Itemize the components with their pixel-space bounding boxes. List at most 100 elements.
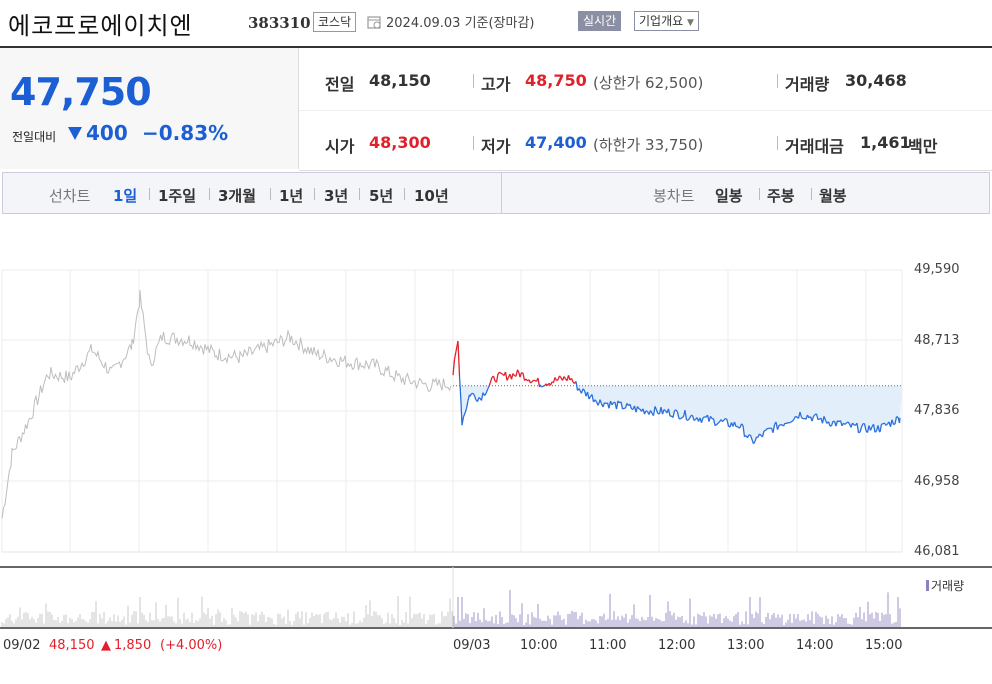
tab-3month[interactable]: 3개월 xyxy=(218,187,257,205)
low-value: 47,400 xyxy=(525,133,587,152)
y-tick: 46,958 xyxy=(914,474,960,489)
separator xyxy=(777,136,778,150)
today-price-segment xyxy=(752,441,756,445)
amount-unit: 백만 xyxy=(908,137,938,156)
separator xyxy=(473,136,474,150)
today-price-segment xyxy=(681,416,684,419)
today-price-segment xyxy=(885,423,888,426)
x-tick: 15:00 xyxy=(865,638,903,653)
stock-code: 383310 xyxy=(248,14,311,32)
today-price-segment xyxy=(844,422,847,425)
diff-percent: −0.83% xyxy=(142,121,229,145)
x-tick: 09/02 xyxy=(3,638,41,653)
y-tick: 46,081 xyxy=(914,544,960,559)
company-overview-label: 기업개요 xyxy=(639,14,684,28)
today-price-segment xyxy=(687,418,690,421)
today-price-segment xyxy=(879,424,883,433)
today-price-segment xyxy=(522,372,526,381)
today-price-segment xyxy=(894,416,898,425)
today-price-segment xyxy=(500,372,503,375)
today-price-segment xyxy=(748,434,751,436)
today-price-segment xyxy=(793,416,797,420)
today-price-segment xyxy=(776,425,780,430)
today-price-segment xyxy=(811,416,815,422)
today-price-segment xyxy=(531,379,534,383)
tab-1week[interactable]: 1주일 xyxy=(158,187,197,205)
tab-weekly-candle[interactable]: 주봉 xyxy=(767,187,795,205)
volume-value: 30,468 xyxy=(845,71,907,90)
today-price-segment xyxy=(452,359,456,376)
diff-label: 전일대비 xyxy=(12,130,57,144)
today-price-segment xyxy=(567,375,571,381)
lower-limit: (하한가 33,750) xyxy=(593,136,704,154)
tab-daily-candle[interactable]: 일봉 xyxy=(715,187,743,205)
today-price-segment xyxy=(558,375,562,379)
prev-day-pct: (+4.00%) xyxy=(160,638,223,653)
amount-value: 1,461 xyxy=(860,133,911,152)
today-price-segment xyxy=(872,424,876,433)
today-price-segment xyxy=(539,384,543,388)
today-price-segment xyxy=(541,385,544,388)
x-tick: 11:00 xyxy=(589,638,627,653)
today-price-segment xyxy=(588,396,592,400)
tab-10year[interactable]: 10년 xyxy=(414,187,449,205)
x-tick: 09/03 xyxy=(453,638,491,653)
today-price-segment xyxy=(823,416,827,421)
today-price-segment xyxy=(675,409,679,413)
candle-chart-label: 봉차트 xyxy=(653,187,695,205)
separator xyxy=(759,188,760,200)
today-price-segment xyxy=(684,410,688,421)
tab-1year[interactable]: 1년 xyxy=(279,187,304,205)
today-price-segment xyxy=(629,404,633,410)
today-price-segment xyxy=(472,393,476,397)
today-price-segment xyxy=(759,433,762,436)
tab-3year[interactable]: 3년 xyxy=(324,187,349,205)
today-price-segment xyxy=(465,400,469,409)
today-price-segment xyxy=(485,389,489,394)
today-price-segment xyxy=(488,381,492,387)
today-price-segment xyxy=(877,425,881,432)
today-price-segment xyxy=(667,408,671,417)
today-price-segment xyxy=(741,423,744,427)
today-price-segment xyxy=(623,407,626,410)
today-price-segment xyxy=(504,371,508,381)
today-price-segment xyxy=(620,401,624,410)
today-price-segment xyxy=(749,435,753,440)
today-price-segment xyxy=(645,410,648,413)
today-price-segment xyxy=(893,423,896,426)
tab-5year[interactable]: 5년 xyxy=(369,187,394,205)
company-overview-button[interactable]: 기업개요 ▼ xyxy=(634,11,699,31)
price-stats: 전일 48,150 고가 48,750 (상한가 62,500) 거래량 30,… xyxy=(299,48,992,171)
volume-legend-swatch xyxy=(926,580,929,591)
today-price-segment xyxy=(649,410,653,414)
today-price-segment xyxy=(510,373,514,380)
today-price-segment xyxy=(499,371,502,374)
today-price-segment xyxy=(726,419,730,427)
realtime-button[interactable]: 실시간 xyxy=(578,11,622,31)
stock-name: 에코프로에이치엔 xyxy=(8,12,193,40)
today-price-segment xyxy=(516,369,520,374)
today-price-segment xyxy=(578,388,581,391)
tab-1day[interactable]: 1일 xyxy=(113,187,138,205)
today-price-segment xyxy=(492,375,496,382)
today-price-segment xyxy=(702,416,705,419)
today-price-segment xyxy=(782,422,786,427)
upper-limit: (상한가 62,500) xyxy=(593,74,704,92)
today-price-segment xyxy=(795,415,798,418)
today-price-segment xyxy=(586,391,590,400)
today-price-segment xyxy=(778,424,781,427)
today-price-segment xyxy=(700,417,704,423)
today-price-segment xyxy=(473,395,477,401)
today-price-segment xyxy=(708,416,712,422)
today-price-segment xyxy=(672,410,676,418)
today-price-segment xyxy=(843,422,846,425)
chart-tabs: 선차트 1일 1주일 3개월 1년 3년 5년 10년 봉차트 일봉 주봉 월봉 xyxy=(2,172,990,214)
stats-divider xyxy=(299,110,992,111)
today-price-segment xyxy=(863,423,867,431)
today-price-segment xyxy=(733,421,737,427)
today-price-segment xyxy=(775,421,779,430)
today-price-segment xyxy=(742,425,746,437)
tab-monthly-candle[interactable]: 월봉 xyxy=(819,187,847,205)
today-price-segment xyxy=(722,419,725,423)
y-tick: 48,713 xyxy=(914,333,960,348)
